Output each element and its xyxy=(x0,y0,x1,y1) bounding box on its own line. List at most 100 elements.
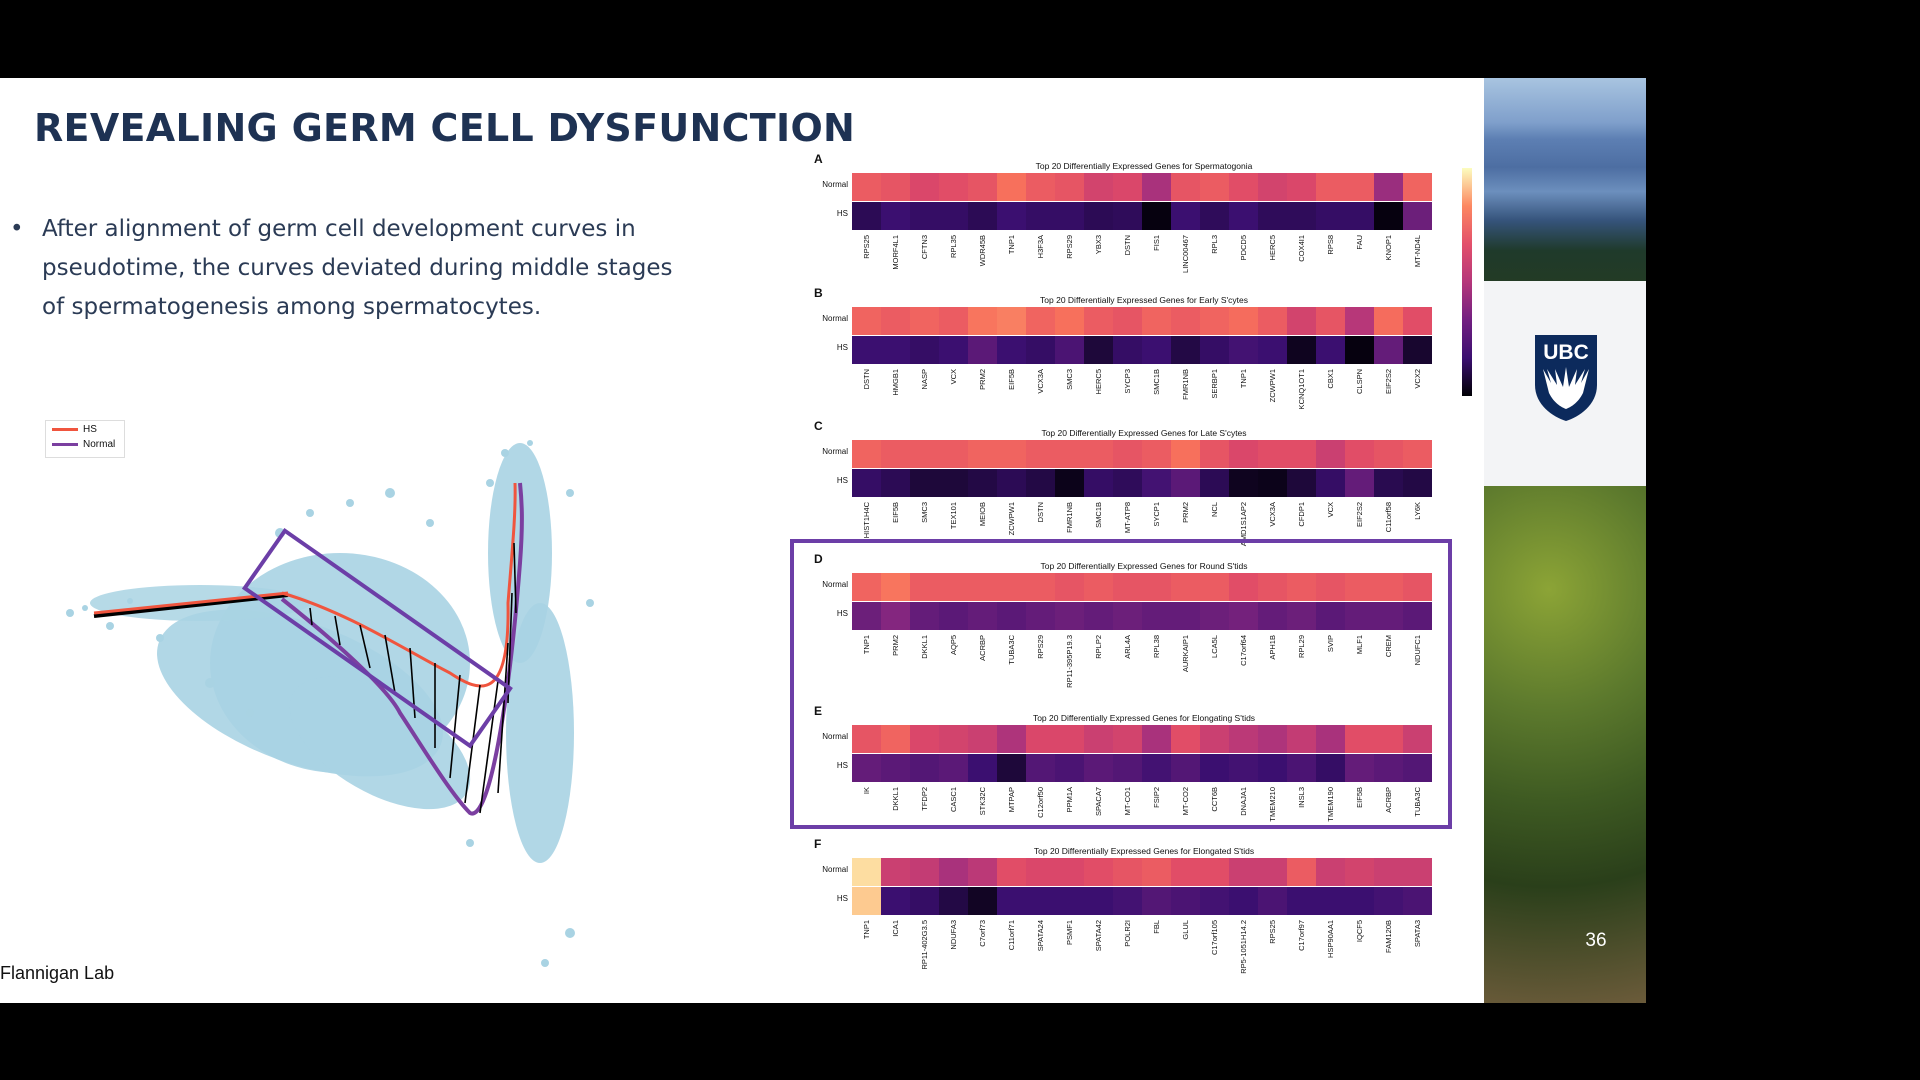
panel-letter: B xyxy=(814,286,823,300)
heatmap-row-hs xyxy=(852,202,1432,230)
heatmap-row-hs xyxy=(852,336,1432,364)
heatmap-cell xyxy=(1229,725,1258,753)
heatmap-cell xyxy=(852,573,881,601)
gene-label-slot: GLUL xyxy=(1171,918,1200,998)
heatmap-cell xyxy=(1113,573,1142,601)
slide-title: REVEALING GERM CELL DYSFUNCTION xyxy=(34,106,856,150)
heatmap-cell xyxy=(1084,336,1113,364)
heatmap-cell xyxy=(1345,307,1374,335)
heatmap-cell xyxy=(1171,202,1200,230)
heatmap-cell xyxy=(852,725,881,753)
heatmap-cell xyxy=(1345,202,1374,230)
heatmap-cell xyxy=(881,573,910,601)
gene-label-slot: SPATA24 xyxy=(1026,918,1055,998)
heatmap-cell xyxy=(1403,440,1432,468)
heatmap-cell xyxy=(1287,307,1316,335)
heatmap-cell xyxy=(1316,307,1345,335)
gene-label-slot: SPATA42 xyxy=(1084,918,1113,998)
heatmap-cell xyxy=(997,469,1026,497)
heatmap-cell xyxy=(1084,202,1113,230)
gene-label: RP11-402G3.5 xyxy=(919,920,929,970)
gene-label-slot: ICA1 xyxy=(881,918,910,998)
heatmap-cell xyxy=(1142,754,1171,782)
heatmap-cell xyxy=(1345,858,1374,886)
heatmap-cell xyxy=(881,754,910,782)
gene-label-slot: IQCF5 xyxy=(1345,918,1374,998)
gene-label: HERC5 xyxy=(1267,235,1277,261)
heatmap-figure: A Top 20 Differentially Expressed Genes f… xyxy=(804,138,1484,998)
legend-item-normal: Normal xyxy=(52,439,115,450)
heatmap-cell xyxy=(852,602,881,630)
heatmap-cell xyxy=(1113,336,1142,364)
heatmap-cell xyxy=(881,336,910,364)
heatmap-row-label-normal: Normal xyxy=(822,447,848,456)
heatmap-cell xyxy=(939,202,968,230)
heatmap-cell xyxy=(968,602,997,630)
heatmap-cell xyxy=(1055,602,1084,630)
heatmap-cell xyxy=(968,173,997,201)
heatmap-cell xyxy=(1026,336,1055,364)
gene-label: NDUFA3 xyxy=(948,920,958,950)
gene-label: PDCD5 xyxy=(1238,235,1248,261)
heatmap-cell xyxy=(1403,858,1432,886)
gene-label: C11orf58 xyxy=(1383,502,1393,533)
heatmap-cell xyxy=(1374,173,1403,201)
heatmap-highlight-box xyxy=(790,539,1452,829)
heatmap-cell xyxy=(881,469,910,497)
gene-label: LINC00467 xyxy=(1180,235,1190,273)
heatmap-cell xyxy=(1084,858,1113,886)
heatmap-cell xyxy=(881,173,910,201)
heatmap-cell xyxy=(1026,725,1055,753)
heatmap-cell xyxy=(1113,440,1142,468)
heatmap-cell xyxy=(852,307,881,335)
heatmap-cell xyxy=(1026,887,1055,915)
heatmap-cell xyxy=(1113,173,1142,201)
heatmap-row-label-normal: Normal xyxy=(822,314,848,323)
heatmap-cell xyxy=(1316,469,1345,497)
heatmap-cell xyxy=(1345,573,1374,601)
gene-label: VCX xyxy=(1325,502,1335,518)
heatmap-cell xyxy=(939,307,968,335)
heatmap-cell xyxy=(1316,754,1345,782)
heatmap-cell xyxy=(939,725,968,753)
gene-label: SMC1B xyxy=(1151,369,1161,395)
heatmap-cell xyxy=(968,858,997,886)
heatmap-cell xyxy=(1200,336,1229,364)
gene-label: DSTN xyxy=(1035,502,1045,523)
heatmap-cell xyxy=(1374,307,1403,335)
gene-label: SPATA42 xyxy=(1093,920,1103,952)
legend-item-hs: HS xyxy=(52,424,97,435)
heatmap-cell xyxy=(1055,307,1084,335)
heatmap-colorbar xyxy=(1462,168,1472,396)
heatmap-cell xyxy=(1229,573,1258,601)
heatmap-title: Top 20 Differentially Expressed Genes fo… xyxy=(1035,161,1253,171)
gene-label: VCX xyxy=(948,369,958,385)
gene-label: TNP1 xyxy=(861,920,871,940)
heatmap-cell xyxy=(1200,173,1229,201)
heatmap-cell xyxy=(997,440,1026,468)
gene-label-slot: PSMF1 xyxy=(1055,918,1084,998)
heatmap-cell xyxy=(852,858,881,886)
heatmap-cell xyxy=(1287,173,1316,201)
gene-label: FBL xyxy=(1151,920,1161,934)
heatmap-cell xyxy=(1200,725,1229,753)
gene-label: ICA1 xyxy=(890,920,900,937)
gene-label: NASP xyxy=(919,369,929,390)
heatmap-cell xyxy=(852,440,881,468)
gene-label: RPL3 xyxy=(1209,235,1219,254)
heatmap-cell xyxy=(910,307,939,335)
gene-label: FAM120B xyxy=(1383,920,1393,953)
gene-label: VCX3A xyxy=(1035,369,1045,394)
heatmap-row-label-hs: HS xyxy=(836,894,848,903)
gene-label: C17orf105 xyxy=(1209,920,1219,956)
heatmap-title: Top 20 Differentially Expressed Genes fo… xyxy=(1032,713,1256,723)
heatmap-cell xyxy=(1055,573,1084,601)
gene-label: FIS1 xyxy=(1151,235,1161,251)
gene-label: C11orf71 xyxy=(1006,920,1016,951)
heatmap-cell xyxy=(1345,754,1374,782)
heatmap-cell xyxy=(1229,469,1258,497)
gene-label: C7orf73 xyxy=(977,920,987,947)
gene-label-slot: FAM120B xyxy=(1374,918,1403,998)
gene-label: CFTN3 xyxy=(919,235,929,260)
heatmap-row-normal xyxy=(852,725,1432,753)
